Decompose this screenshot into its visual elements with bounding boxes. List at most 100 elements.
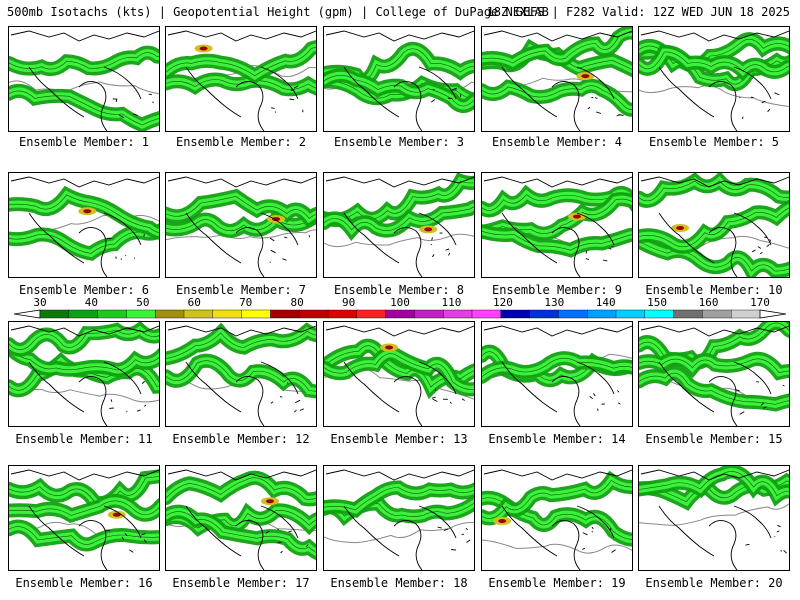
colorbar-swatch — [731, 309, 761, 319]
colorbar-swatch — [356, 309, 387, 319]
isotach-line — [324, 353, 474, 390]
ensemble-member-map — [8, 321, 160, 427]
ensemble-member-label: Ensemble Member: 6 — [18, 283, 150, 297]
isotach-line — [166, 360, 316, 392]
map-canvas — [482, 27, 632, 131]
map-canvas — [324, 30, 474, 131]
map-canvas — [324, 173, 474, 277]
colorbar-swatch — [443, 309, 473, 319]
jet-max-red — [112, 512, 121, 517]
ensemble-member-map — [323, 465, 475, 571]
map-canvas — [639, 322, 789, 426]
height-contour — [639, 503, 789, 526]
colorbar-tick-label: 120 — [492, 296, 513, 309]
coastline — [325, 325, 474, 426]
isotach-line — [9, 52, 159, 70]
ensemble-member-map — [638, 26, 790, 132]
isotach-line — [639, 372, 789, 405]
ensemble-member-label: Ensemble Member: 19 — [488, 576, 626, 590]
jet-max-red — [199, 46, 208, 51]
colorbar-tick-label: 70 — [239, 296, 253, 309]
isotach-line — [639, 180, 789, 202]
ensemble-member-map — [8, 172, 160, 278]
ensemble-member-map — [481, 172, 633, 278]
map-canvas — [482, 325, 632, 426]
isotach-line — [324, 75, 474, 107]
colorbar-tick-label: 40 — [84, 296, 99, 309]
colorbar-swatch — [414, 309, 444, 319]
map-canvas — [9, 322, 159, 426]
coastline — [640, 30, 789, 131]
colorbar-tick-label: 60 — [187, 296, 201, 309]
map-canvas — [166, 322, 316, 426]
isotach-line — [166, 46, 316, 77]
isotach-line — [482, 32, 632, 64]
colorbar-swatch — [644, 309, 675, 319]
height-contour — [324, 233, 474, 248]
colorbar-tick-label: 50 — [136, 296, 150, 309]
ensemble-member-map — [481, 321, 633, 427]
ensemble-member-label: Ensemble Member: 18 — [330, 576, 468, 590]
ensemble-member-map — [8, 26, 160, 132]
isotach-line — [639, 240, 789, 272]
colorbar-swatch — [212, 309, 243, 319]
ensemble-member-label: Ensemble Member: 7 — [175, 283, 307, 297]
ensemble-member-label: Ensemble Member: 17 — [172, 576, 310, 590]
isotach-line — [166, 330, 316, 359]
height-contour — [9, 80, 159, 95]
ensemble-member-map — [323, 321, 475, 427]
map-canvas — [639, 173, 789, 277]
ensemble-member-label: Ensemble Member: 11 — [15, 432, 153, 446]
coastline — [167, 30, 316, 131]
colorbar-swatch — [126, 309, 156, 319]
isotach-line — [639, 358, 789, 374]
ensemble-member-label: Ensemble Member: 8 — [333, 283, 465, 297]
ensemble-member-map — [165, 172, 317, 278]
isotach-line — [166, 511, 316, 553]
map-canvas — [9, 30, 159, 131]
isotach-line — [639, 207, 789, 248]
colorbar-left-arrow — [13, 309, 41, 319]
height-contour — [9, 388, 159, 403]
ensemble-member-map — [165, 26, 317, 132]
jet-max-red — [676, 226, 685, 230]
ensemble-member-map — [165, 321, 317, 427]
isotach-line — [324, 206, 474, 231]
ensemble-member-label: Ensemble Member: 13 — [330, 432, 468, 446]
ensemble-member-map — [323, 172, 475, 278]
isotach-line — [482, 198, 632, 234]
map-canvas — [324, 325, 474, 426]
colorbar-tick-label: 90 — [341, 296, 356, 309]
model-valid-time: 18Z GEFS | F282 Valid: 12Z WED JUN 18 20… — [486, 5, 790, 19]
colorbar-swatch — [327, 309, 358, 319]
colorbar-swatch — [385, 309, 415, 319]
ensemble-member-map — [8, 465, 160, 571]
jet-max-red — [385, 345, 394, 350]
isotach-line — [482, 85, 632, 110]
map-canvas — [482, 469, 632, 570]
colorbar-swatch — [183, 309, 214, 319]
coastline — [10, 325, 159, 426]
isotach-line — [166, 510, 316, 529]
isotach-line — [9, 500, 159, 516]
ensemble-member-label: Ensemble Member: 4 — [491, 135, 623, 149]
ensemble-member-label: Ensemble Member: 1 — [18, 135, 150, 149]
colorbar-swatch — [702, 309, 732, 319]
jet-max-red — [272, 217, 281, 222]
colorbar-tick-label: 100 — [390, 296, 410, 309]
colorbar-swatch — [615, 309, 646, 319]
isotach-line — [9, 526, 159, 545]
colorbar-tick-label: 150 — [647, 296, 668, 309]
colorbar-swatches — [13, 309, 787, 319]
isotach-line — [9, 346, 159, 371]
colorbar-right-arrow — [759, 309, 787, 319]
height-contour — [482, 539, 632, 554]
map-canvas — [639, 466, 789, 570]
coastline — [483, 30, 632, 131]
isotach-line — [9, 90, 159, 126]
isotach-colorbar: 30 40 50 60 70 80 90 100 110 120 130 140 150 160 170 — [0, 296, 800, 320]
colorbar-swatch — [68, 309, 99, 319]
ensemble-member-map — [323, 26, 475, 132]
map-canvas — [324, 469, 474, 570]
coastline — [483, 176, 632, 277]
